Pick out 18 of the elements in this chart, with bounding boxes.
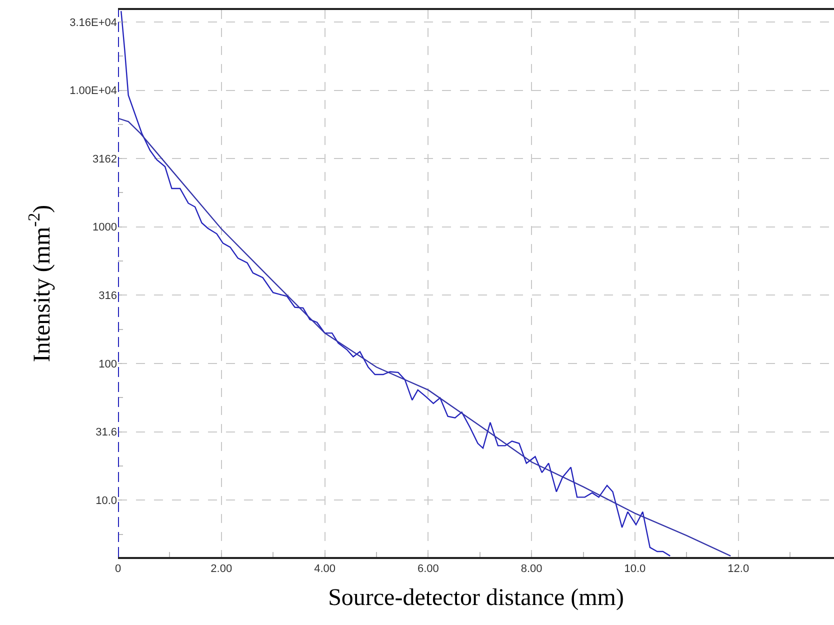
y-tick-label: 100 [98, 358, 117, 370]
y-tick-label: 316 [98, 290, 117, 302]
x-tick-label: 6.00 [417, 563, 439, 576]
line-series [120, 10, 671, 557]
y-tick-label: 1.00E+04 [70, 85, 117, 98]
y-tick-label: 3162 [92, 153, 117, 166]
x-axis-title: Source-detector distance (mm) [328, 585, 624, 611]
x-tick-label: 8.00 [520, 563, 542, 576]
x-tick-label: 10.0 [624, 563, 646, 576]
x-tick-label: 2.00 [210, 563, 232, 576]
x-tick-label: 12.0 [728, 563, 750, 576]
y-tick-label: 3.16E+04 [70, 16, 117, 29]
y-tick-label: 1000 [92, 222, 117, 234]
y-tick-label: 10.0 [96, 494, 117, 507]
line-series [118, 118, 732, 557]
x-tick-label: 4.00 [314, 563, 336, 576]
x-tick-label: 0 [114, 563, 122, 576]
y-tick-label: 31.6 [96, 426, 117, 439]
